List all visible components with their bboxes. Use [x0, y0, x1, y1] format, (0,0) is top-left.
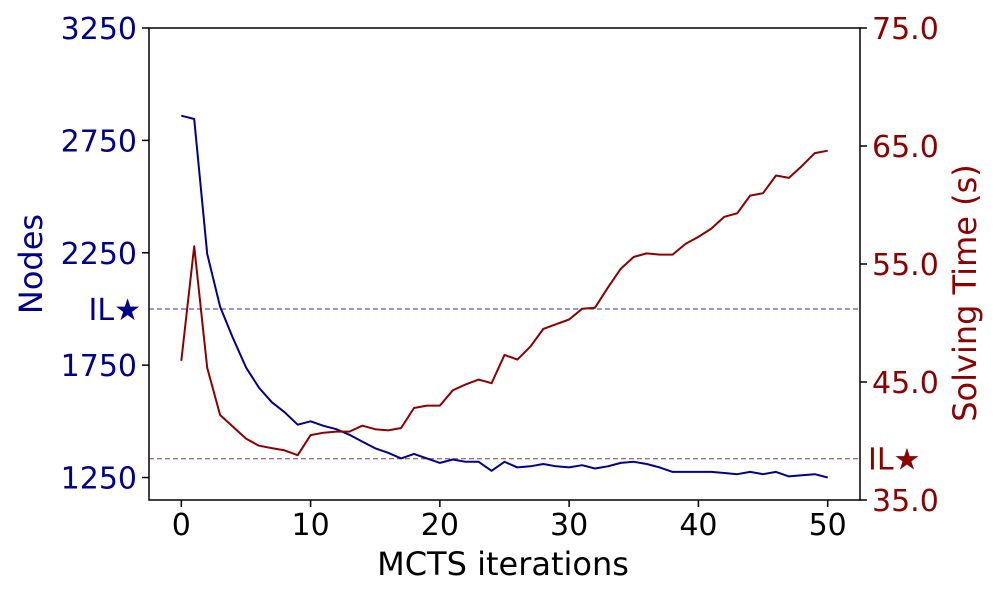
y-tick-label-left: 2750 [61, 124, 137, 159]
x-tick-label: 0 [172, 508, 191, 543]
reference-label-left: IL★ [89, 293, 141, 328]
y-tick-label-right: 75.0 [872, 12, 939, 47]
x-axis-title: MCTS iterations [377, 545, 629, 583]
x-tick-label: 50 [809, 508, 847, 543]
x-tick-label: 10 [291, 508, 329, 543]
y-axis-left-title: Nodes [12, 214, 50, 314]
x-axis: 0 10 20 30 40 50 [172, 500, 847, 543]
x-tick-label: 40 [679, 508, 717, 543]
x-tick-label: 30 [550, 508, 588, 543]
series-line-solving-time [180, 149, 828, 457]
reference-label-right: IL★ [868, 443, 920, 478]
series-line-nodes [181, 114, 828, 479]
y-axis-right-title: Solving Time (s) [946, 164, 984, 422]
y-axis-right: 35.0 45.0 55.0 65.0 75.0 [860, 12, 939, 519]
x-tick-label: 20 [421, 508, 459, 543]
reference-lines [149, 308, 860, 460]
y-tick-label-right: 45.0 [872, 366, 939, 401]
y-tick-label-left: 3250 [61, 12, 137, 47]
y-tick-label-right: 55.0 [872, 248, 939, 283]
y-tick-label-left: 1250 [61, 462, 137, 497]
y-tick-label-right: 35.0 [872, 484, 939, 519]
reference-labels: IL★ IL★ [89, 293, 921, 478]
y-tick-label-left: 1750 [61, 349, 137, 384]
plot-frame [148, 27, 861, 501]
y-axis-left: 1250 1750 2250 2750 3250 [61, 12, 149, 497]
series-layer [180, 114, 828, 479]
y-tick-label-right: 65.0 [872, 130, 939, 165]
y-tick-label-left: 2250 [61, 237, 137, 272]
